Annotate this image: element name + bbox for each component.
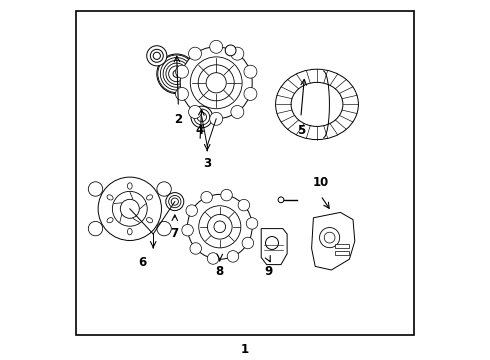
Ellipse shape — [275, 69, 358, 140]
Circle shape — [157, 221, 172, 236]
Circle shape — [246, 218, 258, 229]
Polygon shape — [312, 212, 355, 270]
Circle shape — [98, 177, 162, 240]
Circle shape — [175, 87, 189, 100]
Text: 7: 7 — [171, 227, 179, 240]
Circle shape — [221, 189, 232, 201]
Ellipse shape — [127, 183, 132, 189]
Ellipse shape — [107, 195, 113, 200]
Text: 3: 3 — [203, 157, 211, 170]
Circle shape — [166, 193, 184, 211]
Text: 2: 2 — [174, 113, 182, 126]
Circle shape — [157, 182, 172, 196]
Circle shape — [207, 253, 219, 264]
Circle shape — [88, 221, 103, 236]
Ellipse shape — [127, 228, 132, 235]
Bar — [335, 244, 349, 248]
Circle shape — [147, 46, 167, 66]
Circle shape — [189, 47, 201, 60]
Circle shape — [189, 105, 201, 118]
Circle shape — [231, 105, 244, 118]
Circle shape — [278, 197, 284, 203]
Circle shape — [150, 49, 163, 62]
Circle shape — [191, 106, 213, 128]
Circle shape — [187, 194, 252, 259]
Circle shape — [153, 52, 160, 59]
Text: 6: 6 — [138, 256, 147, 269]
Circle shape — [231, 47, 244, 60]
Text: 8: 8 — [216, 265, 224, 278]
Circle shape — [238, 199, 249, 211]
Text: 5: 5 — [296, 124, 305, 137]
Text: 10: 10 — [313, 176, 329, 189]
Ellipse shape — [147, 195, 152, 200]
Circle shape — [227, 251, 239, 262]
Circle shape — [157, 54, 196, 94]
Bar — [335, 251, 349, 255]
Circle shape — [180, 47, 252, 119]
Circle shape — [210, 40, 222, 53]
Circle shape — [186, 205, 197, 216]
Circle shape — [182, 224, 194, 236]
Circle shape — [173, 70, 180, 77]
Circle shape — [244, 65, 257, 78]
Circle shape — [244, 87, 257, 100]
Ellipse shape — [147, 217, 152, 223]
Circle shape — [225, 45, 236, 56]
Circle shape — [190, 243, 201, 254]
Circle shape — [324, 232, 335, 243]
Ellipse shape — [291, 82, 343, 126]
Circle shape — [201, 192, 212, 203]
Text: 4: 4 — [196, 124, 204, 137]
Circle shape — [266, 237, 278, 249]
Circle shape — [242, 237, 254, 249]
Ellipse shape — [107, 217, 113, 223]
Text: 9: 9 — [264, 265, 272, 278]
Circle shape — [175, 65, 189, 78]
Polygon shape — [261, 229, 287, 265]
Circle shape — [210, 112, 222, 125]
Text: 1: 1 — [241, 343, 249, 356]
Circle shape — [88, 182, 103, 196]
